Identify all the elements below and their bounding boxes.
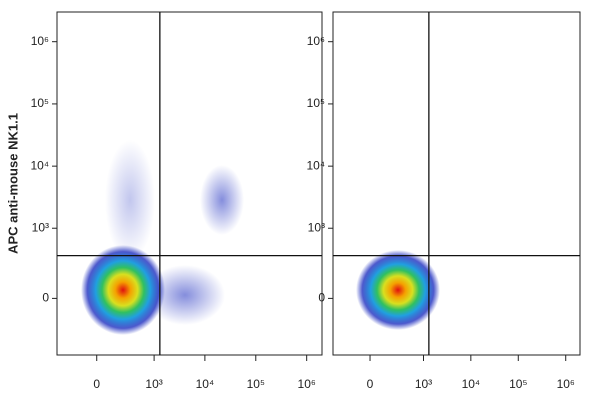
y-tick-label: 10⁴	[306, 158, 325, 172]
x-tick-label: 0	[93, 377, 100, 391]
y-tick-label: 0	[42, 291, 49, 305]
density-cloud	[200, 165, 244, 235]
x-tick-label: 10⁴	[196, 377, 215, 391]
x-tick-label: 10⁶	[557, 377, 575, 391]
y-axis-label: APC anti-mouse NK1.1	[5, 113, 20, 254]
density-cloud	[356, 250, 440, 330]
y-tick-label: 10³	[32, 220, 49, 234]
y-tick-label: 10⁴	[30, 158, 49, 172]
x-tick-label: 10⁶	[298, 377, 316, 391]
y-tick-label: 10³	[308, 220, 325, 234]
x-tick-label: 10³	[145, 377, 162, 391]
plot-frame	[332, 11, 581, 356]
y-tick-label: 10⁵	[307, 96, 325, 110]
x-tick-label: 0	[367, 377, 374, 391]
y-tick-label: 0	[318, 291, 325, 305]
x-tick-label: 10⁵	[509, 377, 527, 391]
y-tick-label: 10⁶	[307, 34, 325, 48]
y-tick-label: 10⁵	[31, 96, 49, 110]
x-tick-label: 10⁵	[247, 377, 265, 391]
density-cloud	[105, 140, 155, 260]
density-clouds	[81, 140, 440, 335]
x-tick-label: 10³	[415, 377, 432, 391]
plot-frame	[56, 11, 323, 356]
density-cloud	[145, 265, 225, 325]
y-tick-label: 10⁶	[31, 34, 49, 48]
x-tick-label: 10⁴	[462, 377, 481, 391]
density-cloud	[81, 245, 165, 335]
